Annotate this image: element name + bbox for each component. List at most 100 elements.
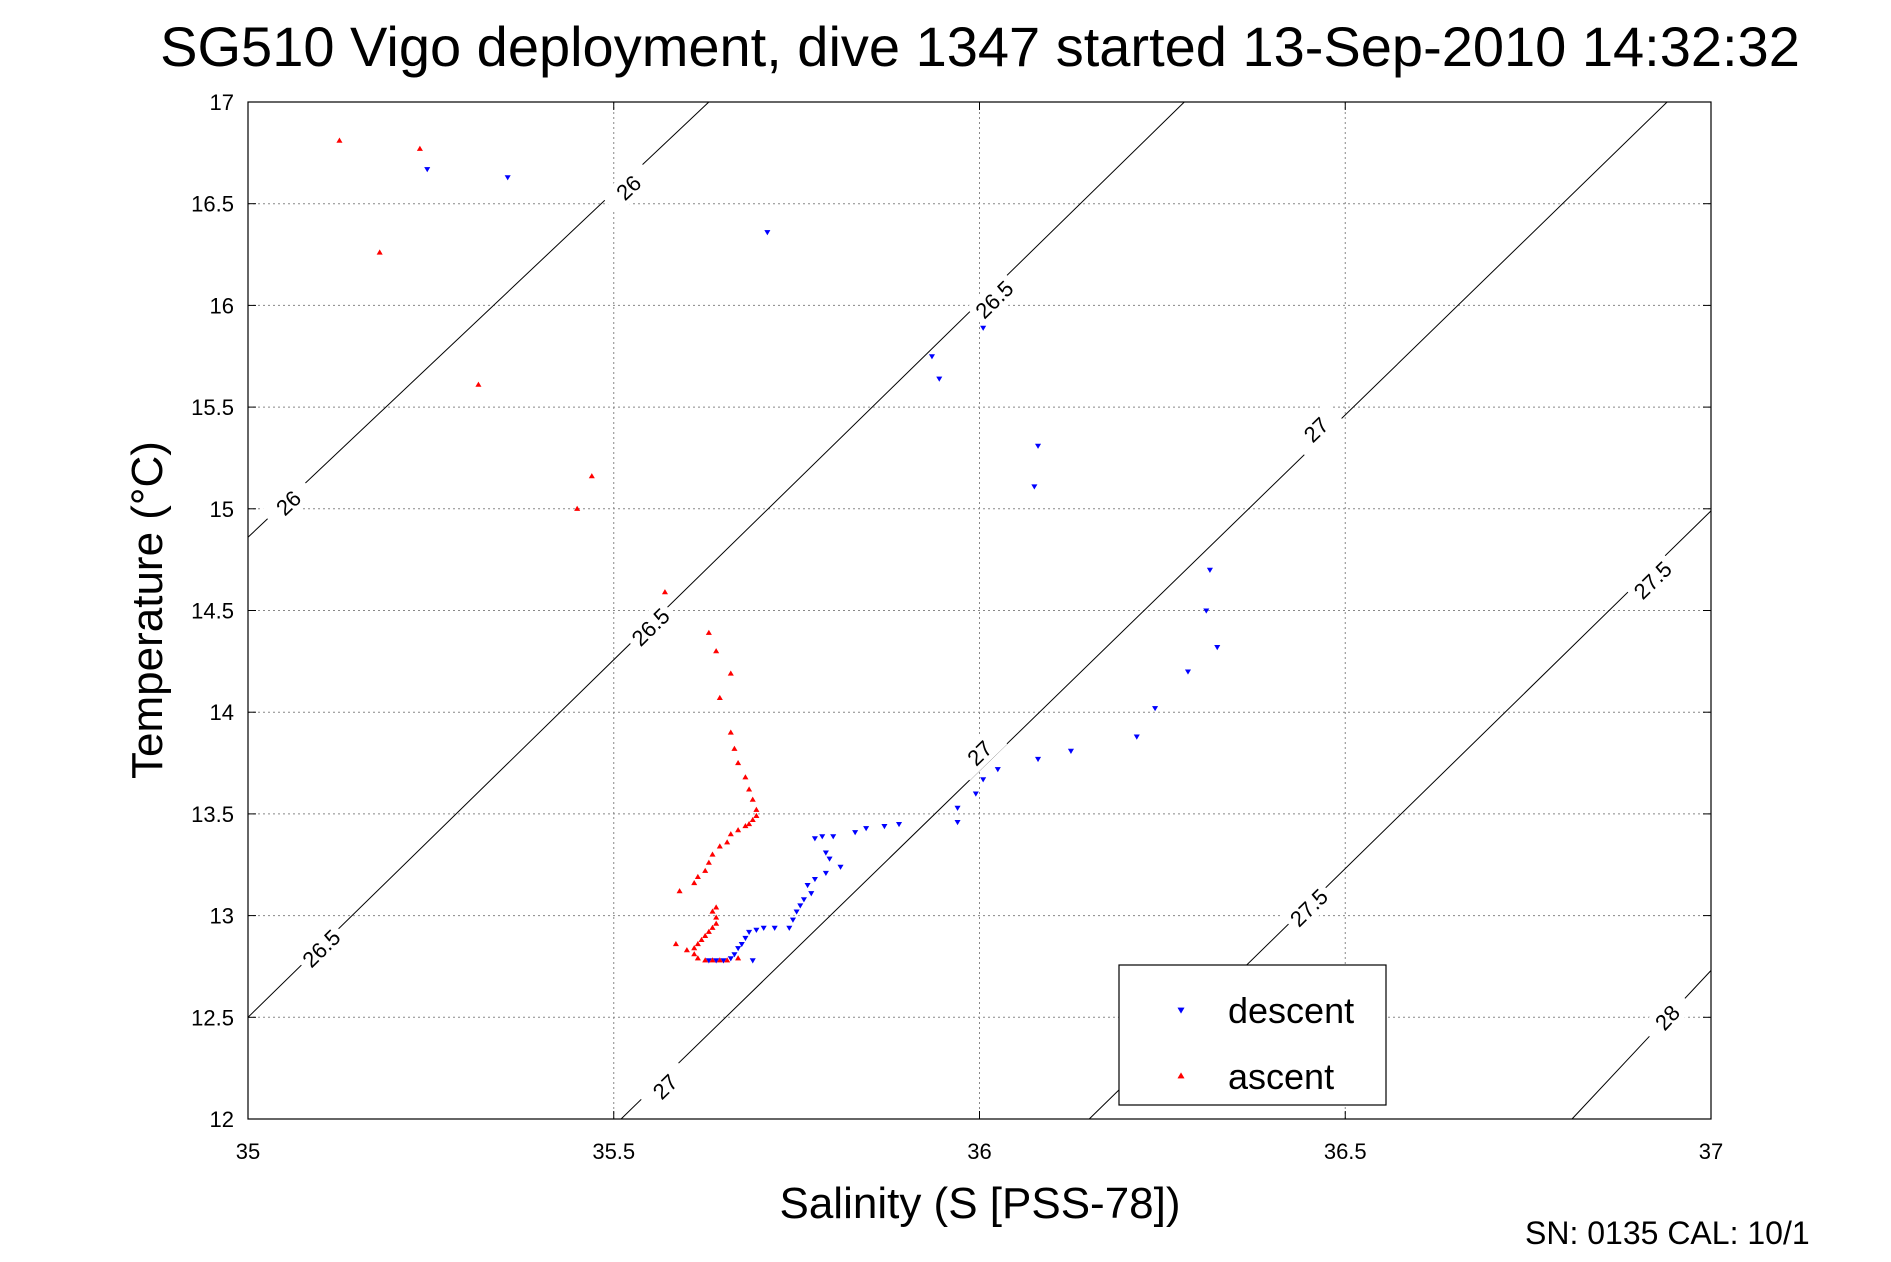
ascent-point bbox=[702, 957, 709, 963]
x-axis-label: Salinity (S [PSS-78]) bbox=[779, 1179, 1180, 1228]
ascent-point bbox=[716, 843, 723, 849]
ascent-point bbox=[731, 745, 738, 751]
descent-point bbox=[980, 325, 987, 331]
contour-line-28 bbox=[1571, 970, 1712, 1120]
descent-point bbox=[822, 870, 829, 876]
ascent-point bbox=[691, 879, 698, 886]
ascent-point bbox=[753, 806, 760, 812]
descent-point bbox=[881, 824, 888, 830]
ascent-point bbox=[661, 589, 668, 595]
ascent-point bbox=[727, 670, 734, 676]
descent-point bbox=[994, 767, 1001, 773]
descent-point bbox=[1034, 443, 1042, 449]
ascent-point bbox=[749, 816, 756, 823]
descent-point bbox=[811, 836, 818, 842]
ascent-point bbox=[574, 505, 581, 511]
descent-point bbox=[928, 354, 935, 360]
y-tick-label: 13.5 bbox=[191, 802, 234, 827]
descent-point bbox=[797, 903, 804, 909]
chart-title: SG510 Vigo deployment, dive 1347 started… bbox=[160, 15, 1800, 78]
descent-point bbox=[720, 958, 727, 964]
ascent-point bbox=[705, 928, 712, 934]
descent-point bbox=[1152, 706, 1159, 712]
ascent-point bbox=[746, 820, 753, 827]
x-tick-label: 36.5 bbox=[1324, 1139, 1367, 1164]
y-tick-label: 15.5 bbox=[191, 395, 234, 420]
descent-point bbox=[789, 917, 796, 923]
ascent-point bbox=[475, 381, 482, 387]
descent-point bbox=[727, 956, 734, 962]
ascent-point bbox=[735, 827, 742, 833]
ascent-point bbox=[698, 936, 705, 943]
descent-point bbox=[826, 856, 833, 862]
descent-point bbox=[808, 891, 815, 897]
legend-box bbox=[1118, 964, 1387, 1106]
y-tick-label: 16.5 bbox=[191, 192, 234, 217]
contour-line-27 bbox=[620, 101, 1668, 1120]
legend-marker-descent bbox=[1177, 1007, 1185, 1014]
ascent-point bbox=[694, 873, 701, 880]
descent-point bbox=[738, 942, 745, 948]
y-tick-label: 13 bbox=[210, 904, 234, 929]
footer-serial: SN: 0135 CAL: 10/1 bbox=[1525, 1215, 1810, 1251]
contour-label-bg bbox=[1639, 989, 1695, 1046]
descent-point bbox=[936, 376, 943, 382]
data-points bbox=[336, 137, 1221, 964]
legend: descent ascent bbox=[1118, 964, 1387, 1106]
ascent-point bbox=[724, 957, 731, 963]
ascent-point bbox=[702, 867, 709, 873]
ascent-point bbox=[709, 957, 716, 963]
axis-ticks: 35 35.5 36 36.5 37 12 12.5 13 13.5 14 14.5 15 15.5 16… bbox=[191, 90, 1723, 1164]
ascent-point bbox=[709, 924, 716, 930]
ascent-point bbox=[691, 945, 698, 951]
contour-label-bg bbox=[622, 599, 679, 655]
legend-label-descent: descent bbox=[1228, 990, 1354, 1031]
descent-point bbox=[1031, 484, 1038, 490]
descent-point bbox=[863, 826, 870, 832]
y-tick-label: 12 bbox=[210, 1107, 234, 1132]
ascent-point bbox=[713, 904, 720, 910]
contour-label-bg bbox=[600, 160, 657, 215]
contour-label-bg bbox=[1288, 402, 1344, 457]
ascent-point bbox=[416, 145, 423, 151]
ascent-point bbox=[716, 694, 723, 701]
ascent-point bbox=[727, 831, 734, 837]
x-tick-label: 35 bbox=[236, 1139, 260, 1164]
contour-line-26-5 bbox=[247, 101, 1185, 1018]
ascent-point bbox=[683, 947, 690, 953]
ascent-point bbox=[713, 920, 720, 926]
ascent-point bbox=[713, 648, 720, 654]
ascent-point bbox=[724, 839, 731, 845]
x-tick-label: 35.5 bbox=[592, 1139, 635, 1164]
ascent-point bbox=[336, 137, 343, 143]
ascent-point bbox=[588, 473, 595, 479]
descent-point bbox=[749, 958, 756, 964]
y-tick-label: 16 bbox=[210, 293, 234, 318]
contour-label-bg bbox=[637, 1059, 693, 1114]
descent-point bbox=[837, 864, 844, 870]
ascent-point bbox=[727, 729, 734, 735]
descent-point bbox=[830, 834, 837, 840]
descent-point bbox=[1067, 748, 1074, 754]
contour-label-bg bbox=[951, 725, 1008, 781]
y-tick-label: 17 bbox=[210, 90, 234, 115]
y-tick-label: 14.5 bbox=[191, 599, 234, 624]
descent-point bbox=[852, 830, 859, 836]
descent-point bbox=[742, 935, 749, 942]
y-tick-label: 15 bbox=[210, 497, 234, 522]
ascent-point bbox=[709, 908, 716, 914]
ascent-point bbox=[746, 786, 753, 792]
ascent-point bbox=[735, 759, 742, 766]
ascent-point bbox=[376, 249, 383, 255]
ascent-point bbox=[749, 796, 756, 802]
ascent-point bbox=[742, 774, 749, 780]
descent-point bbox=[771, 925, 778, 931]
ascent-point bbox=[694, 955, 701, 961]
x-tick-label: 36 bbox=[967, 1139, 991, 1164]
descent-point bbox=[954, 805, 961, 811]
ascent-point bbox=[672, 940, 679, 947]
ascent-point bbox=[713, 914, 720, 920]
descent-point bbox=[800, 897, 807, 903]
descent-point bbox=[896, 822, 903, 828]
